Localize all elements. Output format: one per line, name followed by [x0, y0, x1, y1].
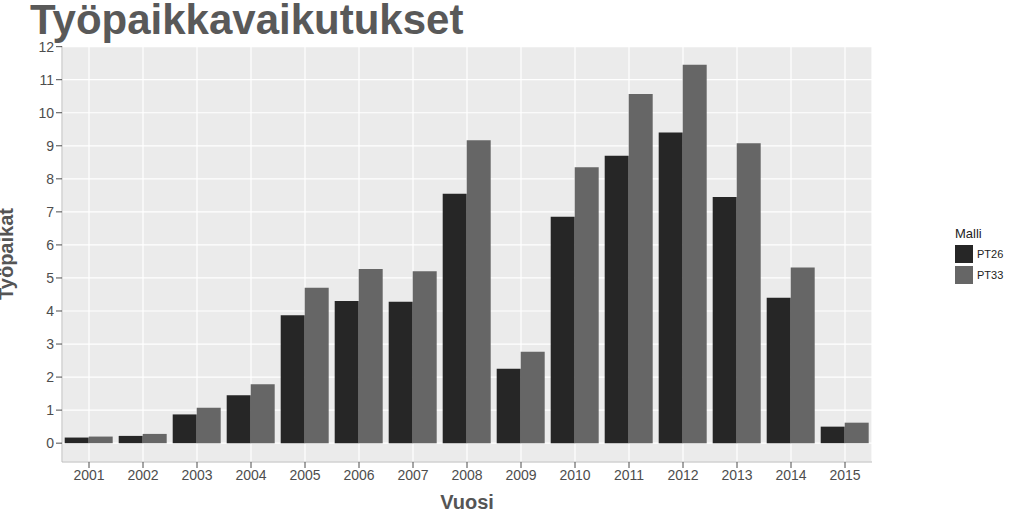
- svg-text:1: 1: [46, 402, 54, 418]
- svg-text:2012: 2012: [667, 467, 698, 483]
- svg-text:6: 6: [46, 237, 54, 253]
- svg-text:2011: 2011: [614, 467, 644, 483]
- svg-text:2013: 2013: [721, 467, 752, 483]
- svg-text:2010: 2010: [559, 467, 590, 483]
- svg-text:2005: 2005: [289, 467, 320, 483]
- svg-text:Työpaikat: Työpaikat: [8, 208, 17, 300]
- svg-text:2014: 2014: [775, 467, 806, 483]
- svg-text:2003: 2003: [181, 467, 212, 483]
- svg-text:7: 7: [46, 204, 54, 220]
- svg-text:2015: 2015: [829, 467, 860, 483]
- svg-text:2007: 2007: [397, 467, 428, 483]
- svg-text:2004: 2004: [235, 467, 266, 483]
- svg-text:2009: 2009: [505, 467, 536, 483]
- svg-text:3: 3: [46, 336, 54, 352]
- svg-text:2002: 2002: [127, 467, 158, 483]
- svg-text:10: 10: [38, 105, 54, 121]
- html-text:PT33: PT33: [977, 269, 1004, 281]
- svg-text:2006: 2006: [343, 467, 374, 483]
- svg-text:0: 0: [46, 435, 54, 451]
- html-text:Malli: Malli: [955, 226, 982, 241]
- svg-text:Vuosi: Vuosi: [440, 491, 494, 511]
- svg-text:12: 12: [38, 39, 54, 55]
- svg-text:2008: 2008: [451, 467, 482, 483]
- svg-text:8: 8: [46, 171, 54, 187]
- svg-text:9: 9: [46, 138, 54, 154]
- html-text:PT26: PT26: [977, 248, 1004, 260]
- svg-text:11: 11: [39, 72, 54, 88]
- svg-text:2001: 2001: [73, 467, 104, 483]
- svg-text:4: 4: [46, 303, 54, 319]
- svg-text:2: 2: [46, 369, 54, 385]
- svg-text:5: 5: [46, 270, 54, 286]
